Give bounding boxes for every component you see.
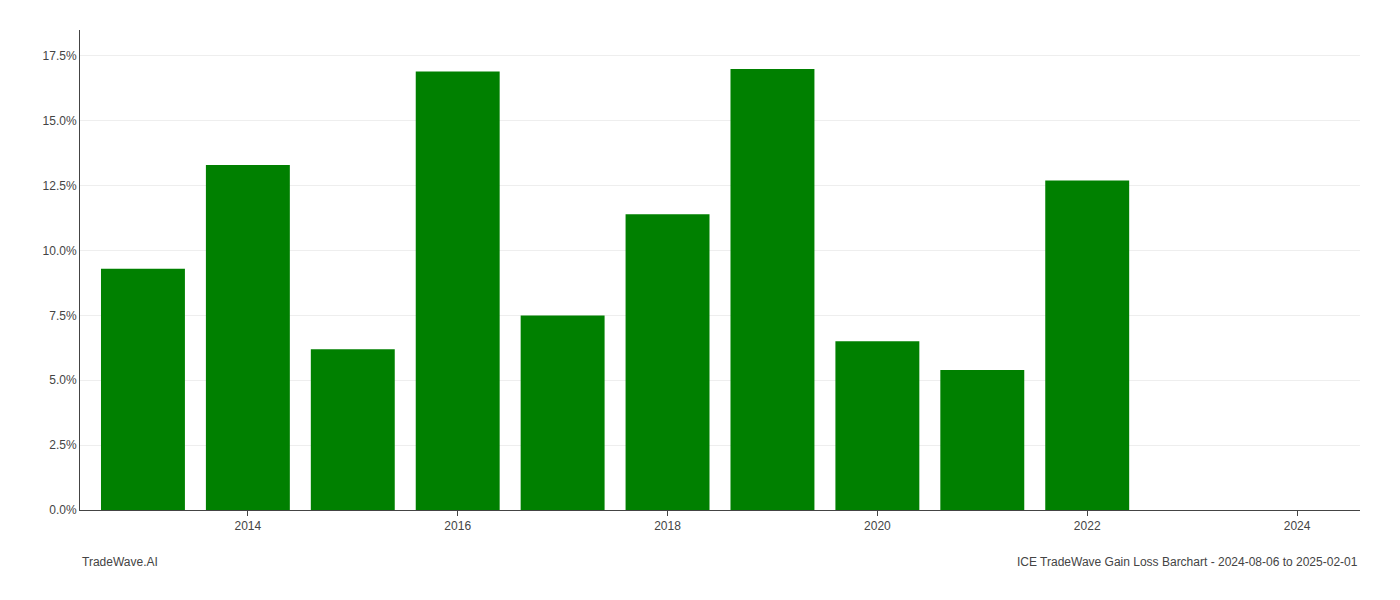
svg-text:2024: 2024 [1284,519,1311,533]
svg-text:2016: 2016 [444,519,471,533]
svg-text:2022: 2022 [1074,519,1101,533]
svg-text:2020: 2020 [864,519,891,533]
svg-text:TradeWave.AI: TradeWave.AI [82,555,158,569]
svg-text:5.0%: 5.0% [49,373,77,387]
svg-text:2.5%: 2.5% [49,438,77,452]
svg-text:7.5%: 7.5% [49,309,77,323]
svg-text:17.5%: 17.5% [43,49,77,63]
svg-text:12.5%: 12.5% [43,179,77,193]
svg-text:0.0%: 0.0% [49,503,77,517]
svg-text:ICE TradeWave Gain Loss Barcha: ICE TradeWave Gain Loss Barchart - 2024-… [1017,555,1358,569]
svg-text:15.0%: 15.0% [43,114,77,128]
svg-text:2018: 2018 [654,519,681,533]
svg-text:2014: 2014 [235,519,262,533]
svg-text:10.0%: 10.0% [43,244,77,258]
